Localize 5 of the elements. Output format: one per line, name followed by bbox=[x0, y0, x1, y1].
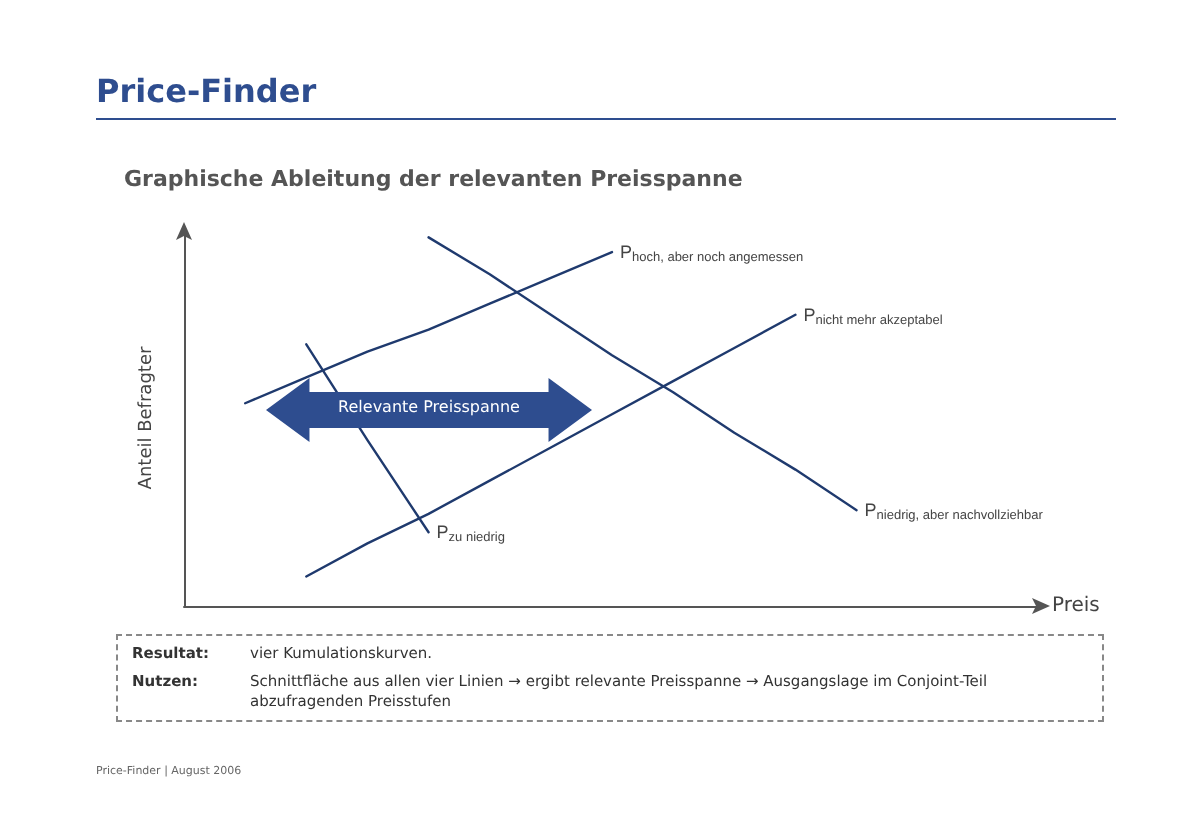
chart-subtitle: Graphische Ableitung der relevanten Preisspanne bbox=[124, 166, 743, 192]
chart-title: Price-Finder bbox=[96, 72, 317, 110]
annotation: Relevante Preisspanne bbox=[336, 398, 522, 416]
x-axis-title: Preis bbox=[1052, 595, 1100, 617]
y-axis-title: Anteil Befragter bbox=[137, 346, 157, 490]
